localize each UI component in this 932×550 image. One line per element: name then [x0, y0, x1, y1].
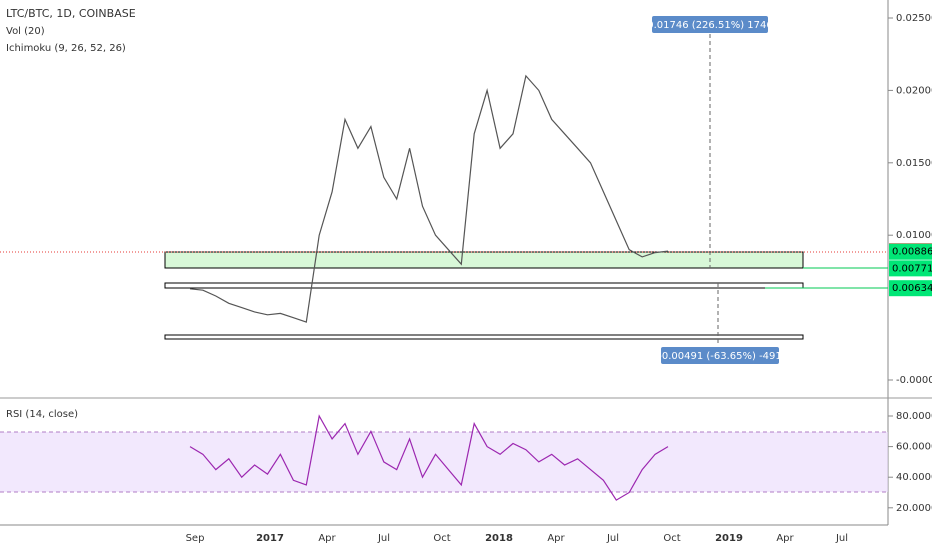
annotation-box — [652, 16, 768, 33]
time-label: 2017 — [256, 533, 284, 544]
price-tag-label: 0.00771 — [892, 263, 932, 274]
price-tag — [889, 280, 932, 297]
time-label: Apr — [776, 533, 794, 544]
annotation: 0.01746 (226.51%) 1746 — [647, 20, 772, 31]
rsi-tick-label: 20.0000 — [896, 503, 932, 514]
zone-box — [164, 251, 804, 269]
rsi-tick-label: 80.0000 — [896, 411, 932, 422]
indicator-label: Ichimoku (9, 26, 52, 26) — [6, 43, 126, 54]
time-label: Jul — [835, 533, 848, 544]
time-label: Sep — [186, 533, 205, 544]
price-tag — [889, 243, 932, 260]
price-tag — [889, 260, 932, 277]
annotation: -0.00491 (-63.65%) -491 — [658, 351, 782, 362]
time-label: Apr — [547, 533, 565, 544]
price-tick-label: 0.01000 — [896, 230, 932, 241]
rsi-title: RSI (14, close) — [6, 409, 78, 420]
annotation-box — [661, 347, 779, 364]
symbol: LTC/BTC, 1D, COINBASE — [6, 7, 136, 20]
time-label: Oct — [663, 533, 680, 544]
rsi-line — [189, 414, 669, 501]
rsi-tick-label: 40.0000 — [896, 472, 932, 483]
zone-box — [164, 282, 804, 289]
price-line — [189, 74, 669, 323]
rsi-band — [0, 432, 888, 492]
indicator-label: Vol (20) — [6, 26, 45, 37]
time-label: Oct — [433, 533, 450, 544]
time-label: Jul — [377, 533, 390, 544]
time-label: Jul — [606, 533, 619, 544]
zone-box — [164, 334, 804, 340]
time-label: 2018 — [485, 533, 513, 544]
price-tag-label: 0.00634 — [892, 283, 932, 294]
price-tag-label: 0.00886 — [892, 247, 932, 258]
time-label: Apr — [318, 533, 336, 544]
rsi-tick-label: 60.0000 — [896, 442, 932, 453]
time-label: 2019 — [715, 533, 743, 544]
